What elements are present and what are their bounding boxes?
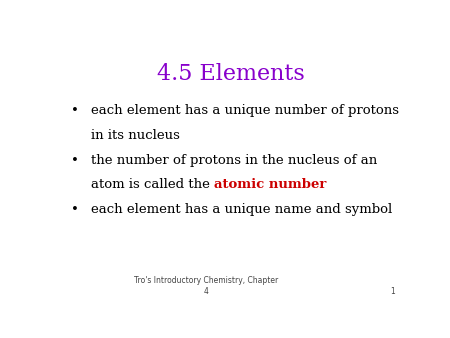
Text: 1: 1 [390,287,395,296]
Text: atom is called the: atom is called the [91,178,214,192]
Text: Tro's Introductory Chemistry, Chapter
4: Tro's Introductory Chemistry, Chapter 4 [134,276,279,296]
Text: •: • [72,104,79,117]
Text: the number of protons in the nucleus of an: the number of protons in the nucleus of … [91,154,378,167]
Text: •: • [72,154,79,167]
Text: in its nucleus: in its nucleus [91,129,180,142]
Text: atomic number: atomic number [214,178,327,192]
Text: each element has a unique number of protons: each element has a unique number of prot… [91,104,399,117]
Text: 4.5 Elements: 4.5 Elements [157,63,305,85]
Text: •: • [72,203,79,216]
Text: each element has a unique name and symbol: each element has a unique name and symbo… [91,203,392,216]
